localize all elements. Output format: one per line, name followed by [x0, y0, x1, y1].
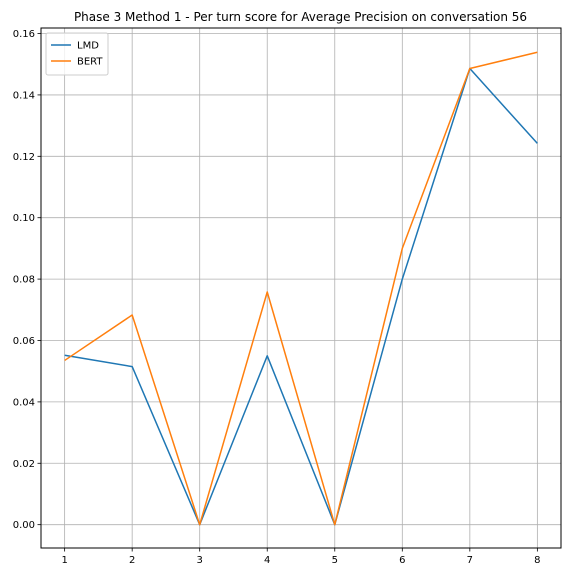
x-tick-label: 2: [129, 555, 135, 566]
x-tick-label: 5: [332, 555, 338, 566]
plot-area-frame: [40, 27, 562, 549]
y-tick-label: 0.14: [13, 90, 35, 101]
legend: LMD BERT: [45, 32, 109, 76]
axis-ticks: 1 2 3 4 5 6 7 8 0.00 0.02 0.04 0.06 0.08 0.10 0.12 0.14…: [13, 29, 541, 566]
y-tick-label: 0.12: [13, 152, 35, 163]
legend-label: BERT: [77, 57, 103, 68]
y-tick-label: 0.04: [13, 397, 35, 408]
x-tick-label: 6: [399, 555, 405, 566]
y-tick-label: 0.02: [13, 459, 35, 470]
y-tick-label: 0.10: [13, 213, 35, 224]
y-tick-label: 0.08: [13, 275, 35, 286]
series-line-lmd: [64, 67, 538, 526]
y-tick-label: 0.06: [13, 336, 35, 347]
legend-box: [45, 32, 109, 76]
x-tick-label: 4: [264, 555, 270, 566]
y-tick-label: 0.00: [13, 520, 35, 531]
x-tick-label: 7: [467, 555, 473, 566]
data-series: [64, 51, 538, 526]
x-tick-label: 1: [61, 555, 67, 566]
series-line-bert: [64, 51, 538, 526]
legend-label: LMD: [77, 41, 99, 52]
chart-title: Phase 3 Method 1 - Per turn score for Av…: [74, 10, 527, 24]
grid-lines: [41, 28, 561, 548]
x-tick-label: 8: [534, 555, 540, 566]
y-tick-label: 0.16: [13, 29, 35, 40]
x-tick-label: 3: [197, 555, 203, 566]
